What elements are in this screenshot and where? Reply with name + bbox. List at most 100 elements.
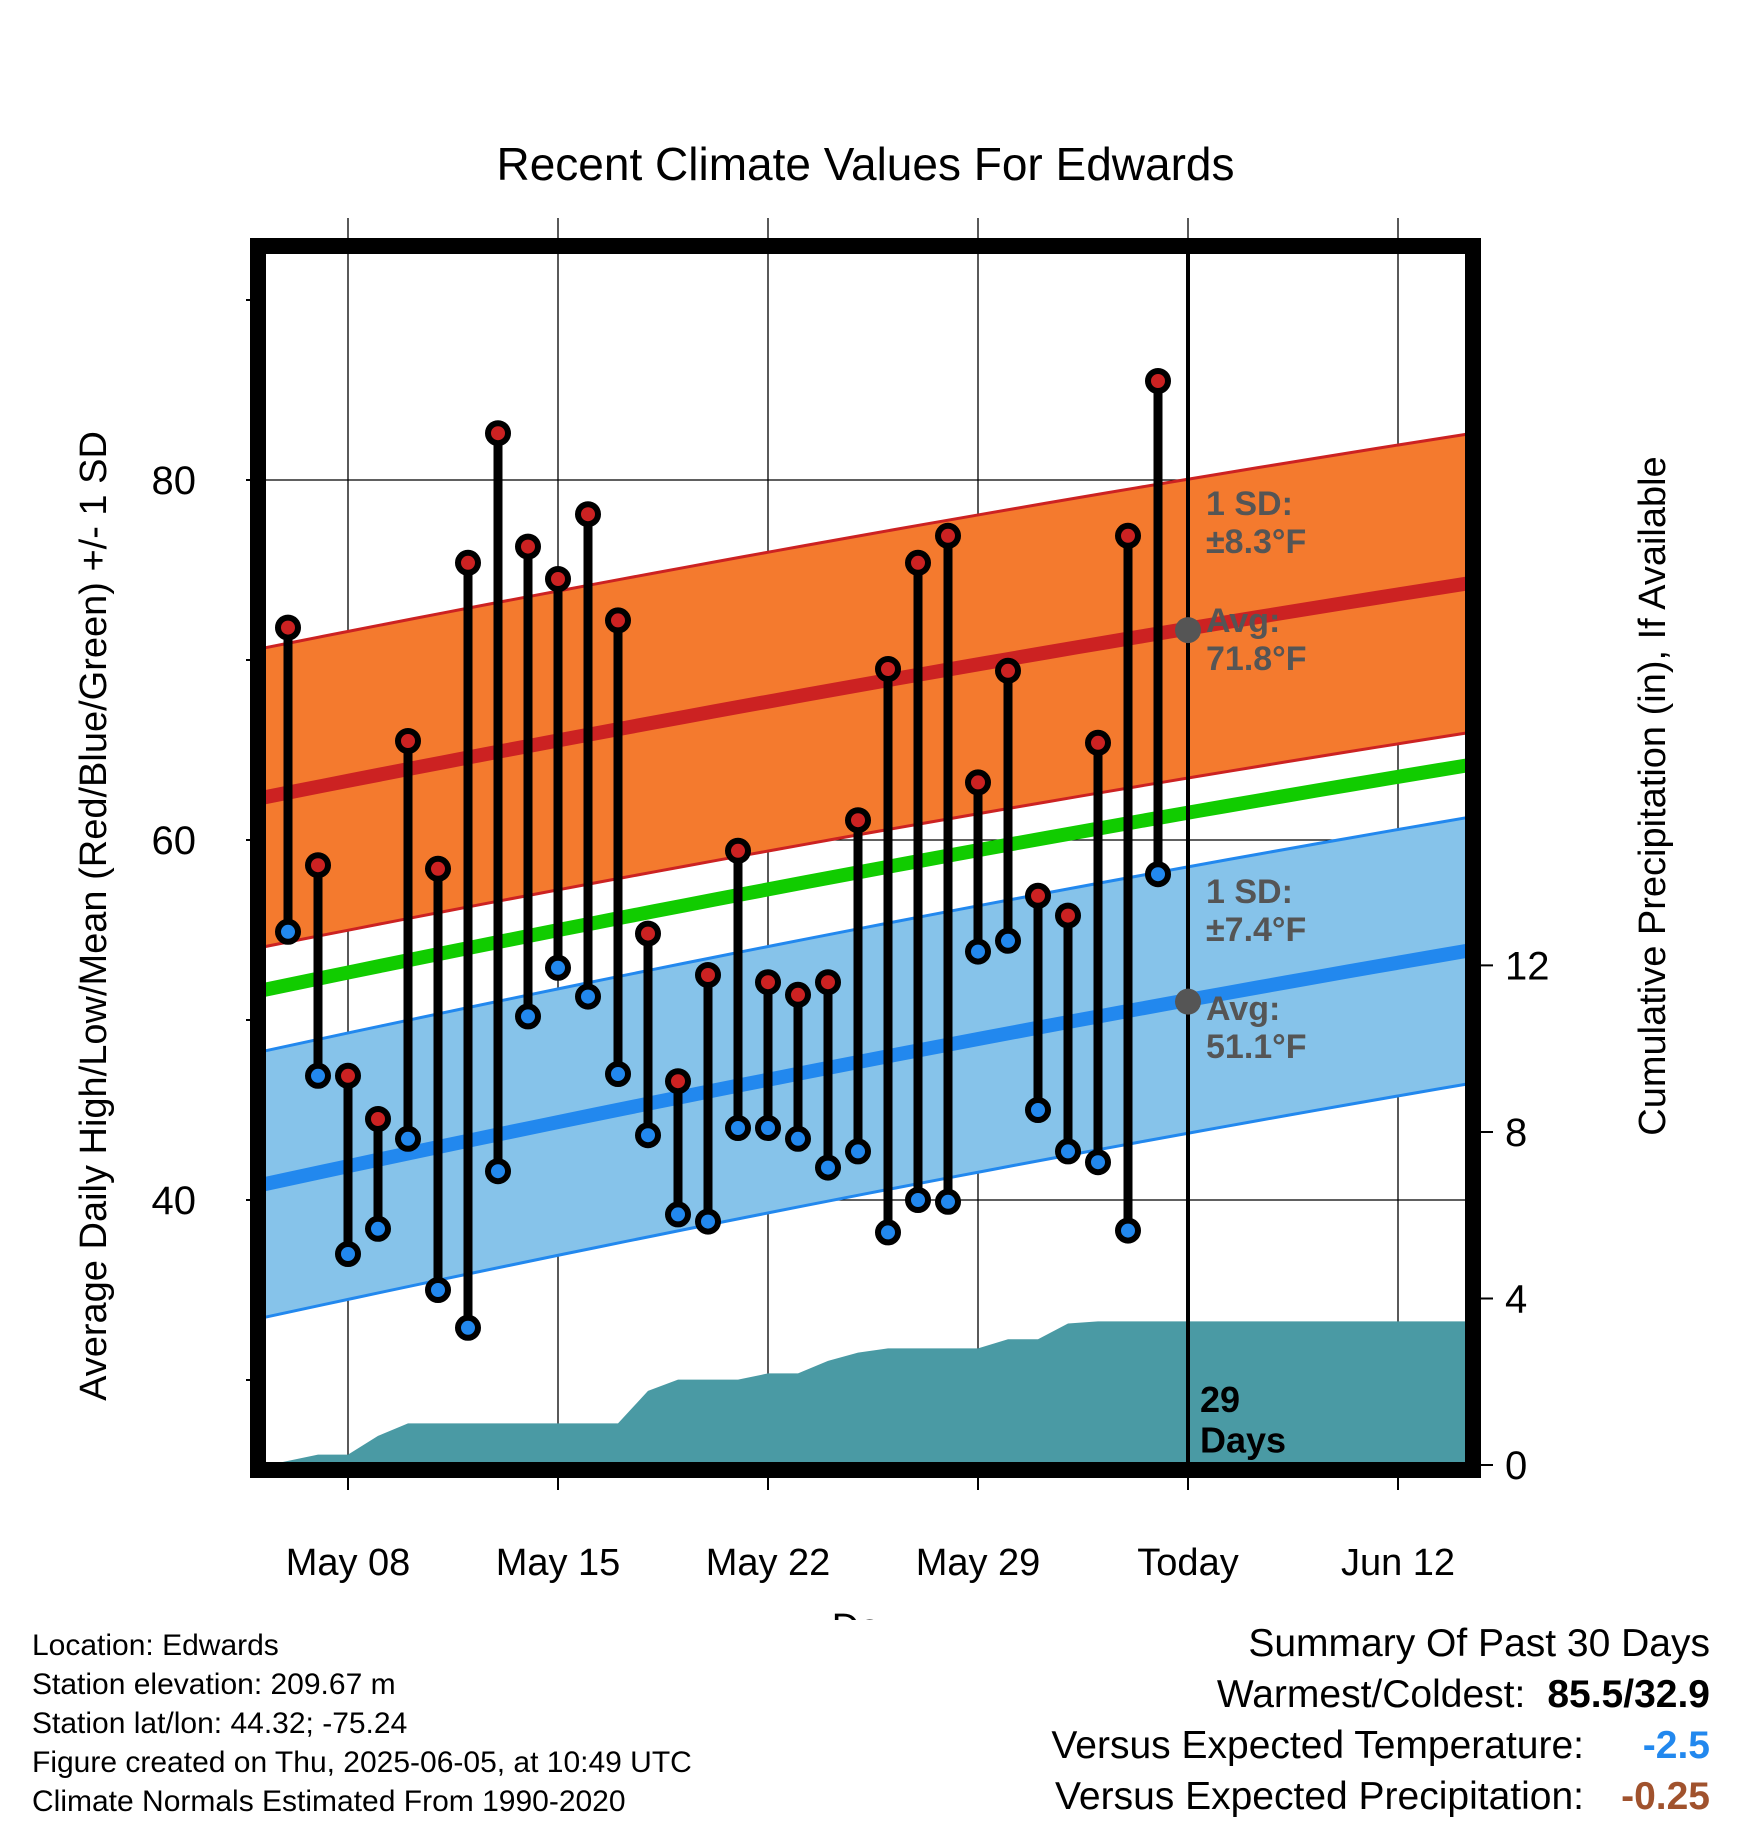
daily-low-point [1055,1138,1081,1165]
x-tick-label: May 08 [286,1542,411,1584]
warmest-coldest-value: 85.5/32.9 [1547,1673,1710,1716]
daily-high-point [905,549,931,576]
daily-high-point [455,549,481,576]
daily-low-point [695,1208,721,1235]
daily-high-point [935,522,961,549]
high-average-marker [1175,617,1201,644]
right-y-tick-label: 0 [1505,1444,1527,1488]
daily-low-point [455,1314,481,1341]
x-tick-label: May 29 [916,1542,1041,1584]
daily-high-point [845,807,871,834]
daily-low-point [515,1003,541,1030]
daily-high-point [275,614,301,641]
y-tick-label: 60 [152,819,197,863]
x-tick-label: May 15 [496,1542,621,1584]
daily-high-point [1145,368,1171,394]
temperature-departure-row: Versus Expected Temperature: -2.5 [1051,1720,1710,1771]
daily-low-point [635,1122,661,1149]
daily-high-point [395,728,421,754]
daily-low-point [1115,1217,1141,1244]
daily-low-point [545,954,571,981]
low-avg-annotation: Avg: 51.1°F [1206,990,1307,1066]
daily-high-point [965,769,991,796]
right-y-axis-title: Cumulative Precipitation (in), If Availa… [1632,456,1674,1135]
daily-high-point [335,1062,361,1089]
daily-high-point [365,1106,391,1132]
climate-chart: Recent Climate Values For Edwards Day Aver… [73,138,1674,1620]
daily-low-point [605,1061,631,1087]
daily-low-point [875,1219,901,1246]
y-tick-label: 40 [152,1179,197,1223]
daily-low-point [335,1241,361,1267]
daily-high-point [1055,902,1081,929]
daily-high-point [515,533,541,560]
x-tick-label: Today [1137,1542,1238,1584]
daily-high-point [425,855,451,882]
daily-high-point [1025,882,1051,909]
daily-high-point [875,656,901,682]
plot-frame [246,238,1493,1490]
daily-high-point [545,566,571,592]
plot-border [250,238,1481,1478]
low-average-marker [1175,988,1201,1015]
warmest-coldest-label: Warmest/Coldest: [1216,1673,1526,1716]
daily-low-point [725,1115,751,1141]
daily-high-point [1085,729,1111,756]
y-axis-title: Average Daily High/Low/Mean (Red/Blue/Gr… [73,431,115,1401]
right-y-tick-label: 8 [1505,1111,1527,1155]
days-count-label: 29 Days [1200,1379,1286,1460]
temperature-departure-value: -2.5 [1642,1724,1710,1767]
daily-low-point [935,1188,961,1215]
daily-low-point [305,1062,331,1089]
daily-high-point [755,969,781,996]
chart-title: Recent Climate Values For Edwards [497,138,1235,190]
daily-low-point [1085,1149,1111,1176]
daily-high-point [635,920,661,947]
precipitation-departure-label: Versus Expected Precipitation: [1055,1775,1584,1818]
daily-low-point [425,1277,451,1303]
daily-high-point [785,981,811,1008]
low-sd-annotation: 1 SD: ±7.4°F [1206,873,1306,949]
summary-panel: Summary Of Past 30 Days Warmest/Coldest:… [1051,1618,1710,1822]
precipitation-departure-row: Versus Expected Precipitation: -0.25 [1051,1771,1710,1822]
daily-high-point [725,837,751,864]
y-tick-label: 80 [152,459,197,503]
warmest-coldest-row: Warmest/Coldest: 85.5/32.9 [1051,1669,1710,1720]
daily-low-point [485,1158,511,1185]
daily-low-point [905,1187,931,1213]
daily-values-layer [275,368,1171,1341]
daily-high-point [485,420,511,447]
daily-high-point [665,1068,691,1095]
daily-high-point [995,657,1021,684]
normals-text: Climate Normals Estimated From 1990-2020 [32,1785,626,1818]
daily-low-point [785,1125,811,1152]
precipitation-area [263,1321,1468,1465]
daily-high-point [815,969,841,996]
daily-low-point [575,983,601,1010]
daily-high-point [575,501,601,528]
daily-low-point [365,1215,391,1242]
x-axis-title: Day [832,1607,900,1620]
daily-low-point [995,927,1021,954]
daily-high-point [605,607,631,634]
station-info: Location: Edwards Station elevation: 209… [32,1626,692,1821]
location-text: Location: Edwards [32,1629,279,1662]
temperature-departure-label: Versus Expected Temperature: [1051,1724,1584,1767]
x-tick-label: Jun 12 [1341,1542,1455,1584]
created-text: Figure created on Thu, 2025-06-05, at 10… [32,1746,692,1779]
chart-labels: Recent Climate Values For Edwards Day Aver… [73,138,1674,1620]
daily-low-point [845,1138,871,1165]
right-y-tick-label: 4 [1505,1277,1527,1321]
daily-low-point [395,1125,421,1152]
daily-low-point [1025,1097,1051,1123]
latlon-text: Station lat/lon: 44.32; -75.24 [32,1707,408,1740]
elevation-text: Station elevation: 209.67 m [32,1668,396,1701]
daily-high-point [305,852,331,879]
high-sd-annotation: 1 SD: ±8.3°F [1206,485,1306,561]
daily-low-point [815,1154,841,1181]
daily-low-point [665,1201,691,1228]
summary-title: Summary Of Past 30 Days [1248,1622,1710,1665]
daily-low-point [275,918,301,945]
precipitation-layer [263,1321,1468,1465]
daily-high-point [695,962,721,988]
